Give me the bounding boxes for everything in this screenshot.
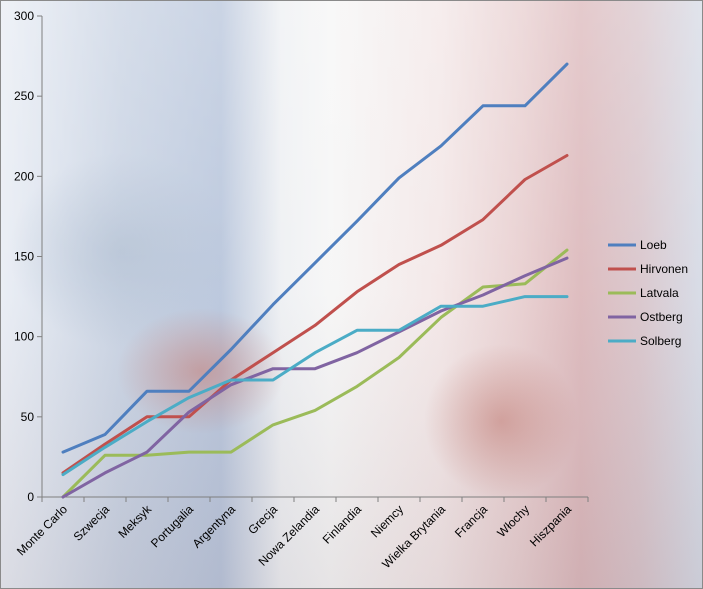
data-point-ostberg	[272, 367, 275, 370]
data-point-solberg	[524, 295, 527, 298]
series-lines	[61, 62, 569, 499]
data-point-loeb	[188, 390, 191, 393]
data-point-hirvonen	[482, 218, 485, 221]
data-point-loeb	[62, 451, 65, 454]
legend-label-ostberg: Ostberg	[640, 310, 683, 324]
x-tick-label: Monte Carlo	[14, 502, 70, 558]
data-point-latvala	[104, 454, 107, 457]
y-tick-label: 200	[14, 169, 34, 183]
x-tick-label: Argentyna	[190, 502, 239, 551]
data-point-solberg	[104, 446, 107, 449]
data-point-latvala	[524, 282, 527, 285]
data-point-latvala	[566, 249, 569, 252]
data-point-solberg	[482, 305, 485, 308]
legend: Loeb Hirvonen Latvala Ostberg Solberg	[608, 238, 688, 348]
x-tick-label: Hiszpania	[527, 502, 574, 549]
data-point-solberg	[566, 295, 569, 298]
data-point-loeb	[566, 63, 569, 66]
data-point-loeb	[356, 220, 359, 223]
data-point-solberg	[314, 351, 317, 354]
data-point-hirvonen	[146, 415, 149, 418]
data-point-loeb	[524, 104, 527, 107]
legend-label-loeb: Loeb	[640, 238, 667, 252]
data-point-latvala	[188, 451, 191, 454]
legend-label-solberg: Solberg	[640, 334, 681, 348]
data-point-solberg	[398, 329, 401, 332]
data-point-hirvonen	[314, 324, 317, 327]
data-point-solberg	[230, 378, 233, 381]
data-point-ostberg	[566, 257, 569, 260]
data-point-hirvonen	[272, 351, 275, 354]
legend-label-latvala: Latvala	[640, 286, 679, 300]
x-tick-label: Grecja	[245, 502, 280, 537]
data-point-ostberg	[440, 310, 443, 313]
data-point-hirvonen	[524, 178, 527, 181]
x-tick-label: Meksyk	[115, 502, 154, 541]
data-point-ostberg	[314, 367, 317, 370]
data-point-solberg	[146, 420, 149, 423]
x-tick-label: Portugalia	[148, 502, 196, 550]
data-point-loeb	[272, 303, 275, 306]
y-tick-label: 0	[27, 490, 34, 504]
x-tick-label: Francja	[452, 502, 490, 540]
data-point-loeb	[440, 144, 443, 147]
data-point-loeb	[230, 348, 233, 351]
data-point-loeb	[146, 390, 149, 393]
data-point-loeb	[104, 433, 107, 436]
data-point-ostberg	[230, 383, 233, 386]
data-point-hirvonen	[356, 290, 359, 293]
data-point-hirvonen	[188, 415, 191, 418]
data-point-ostberg	[146, 451, 149, 454]
series-line-ostberg	[61, 256, 569, 499]
series-line-hirvonen	[61, 154, 569, 475]
x-tick-label: Włochy	[494, 502, 532, 540]
data-point-loeb	[314, 261, 317, 264]
data-point-ostberg	[62, 496, 65, 499]
data-point-latvala	[356, 385, 359, 388]
y-tick-label: 300	[14, 9, 34, 23]
data-point-latvala	[482, 285, 485, 288]
x-tick-label: Niemcy	[368, 502, 406, 540]
data-point-latvala	[398, 356, 401, 359]
data-point-ostberg	[188, 411, 191, 414]
series-line-solberg	[61, 295, 569, 477]
y-tick-label: 50	[21, 410, 35, 424]
series-line-loeb	[61, 62, 569, 454]
x-tick-label: Finlandia	[320, 502, 365, 547]
y-tick-label: 100	[14, 330, 34, 344]
data-point-solberg	[356, 329, 359, 332]
data-point-latvala	[272, 423, 275, 426]
data-point-latvala	[440, 316, 443, 319]
data-point-solberg	[62, 473, 65, 476]
y-tick-label: 250	[14, 89, 34, 103]
data-point-latvala	[314, 409, 317, 412]
data-point-loeb	[398, 176, 401, 179]
data-point-ostberg	[482, 293, 485, 296]
y-tick-label: 150	[14, 250, 34, 264]
data-point-ostberg	[524, 274, 527, 277]
data-point-solberg	[272, 378, 275, 381]
data-point-ostberg	[104, 471, 107, 474]
data-point-solberg	[188, 396, 191, 399]
data-point-hirvonen	[440, 244, 443, 247]
data-point-solberg	[440, 305, 443, 308]
data-point-hirvonen	[398, 263, 401, 266]
data-point-hirvonen	[566, 154, 569, 157]
legend-label-hirvonen: Hirvonen	[640, 262, 688, 276]
data-point-loeb	[482, 104, 485, 107]
data-point-latvala	[230, 451, 233, 454]
axes: 0 50 100 150 200 250 300 Monte Carlo Szwecja Meks…	[14, 9, 589, 571]
x-tick-label: Szwecja	[71, 502, 113, 544]
series-line-latvala	[61, 248, 569, 499]
data-point-ostberg	[356, 351, 359, 354]
